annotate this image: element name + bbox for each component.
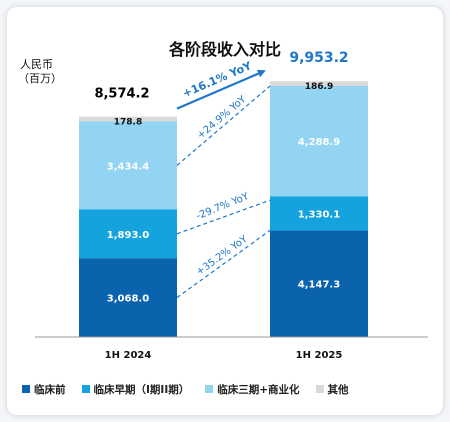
value-label-1-1: 3,068.0 (107, 294, 149, 305)
bar-segment-1-1 (79, 258, 177, 337)
value-label-2-4: 186.9 (305, 82, 333, 92)
legend-swatch-1 (22, 385, 30, 393)
growth-label-3: +24.9% YoY (195, 93, 249, 141)
value-label-2-3: 4,288.9 (298, 137, 340, 148)
category-label-2: 1H 2025 (296, 350, 343, 361)
value-labels-group: 3,068.0 1,893.0 3,434.4 178.8 1H 2024 8,574.2… (94, 50, 348, 361)
legend-swatch-4 (315, 385, 324, 393)
growth-label-2: -29.7% YoY (195, 191, 251, 222)
value-label-1-2: 1,893.0 (107, 230, 149, 241)
bars-group (79, 81, 368, 337)
legend-swatch-2 (81, 385, 90, 393)
legend-item-2: 临床早期（I期II期） (81, 382, 190, 397)
bar-segment-1-4 (79, 116, 177, 122)
legend-label-2: 临床早期（I期II期） (93, 383, 190, 396)
legend-swatch-3 (205, 385, 214, 393)
growth-connector-3 (176, 85, 271, 166)
legend: 临床前 临床早期（I期II期） 临床三期+商业化 其他 (22, 381, 432, 397)
growth-connectors-group: +35.2% YoY-29.7% YoY+24.9% YoY+16.1% YoY (176, 59, 271, 299)
total-label-1: 8,574.2 (94, 87, 149, 102)
growth-label-1: +35.2% YoY (194, 233, 250, 278)
value-label-2-2: 1,330.1 (298, 209, 340, 220)
bar-segment-1-2 (79, 209, 177, 259)
y-axis-label-line-2: （百万） (18, 72, 62, 85)
legend-label-1: 临床前 (34, 383, 66, 396)
y-axis-label: 人民币 （百万） (18, 58, 62, 85)
growth-connector-1 (176, 229, 271, 299)
value-label-1-3: 3,434.4 (107, 161, 149, 172)
value-label-1-4: 178.8 (114, 118, 142, 128)
chart-title: 各阶段收入对比 (168, 40, 281, 59)
bar-segment-2-3 (270, 86, 368, 197)
value-label-2-1: 4,147.3 (298, 280, 340, 291)
legend-item-1: 临床前 (22, 382, 66, 397)
growth-connector-2 (176, 199, 271, 235)
legend-item-4: 其他 (315, 382, 349, 397)
bar-segment-2-1 (270, 230, 368, 337)
bar-segment-2-4 (270, 81, 368, 87)
total-growth-arrow (176, 69, 266, 110)
bar-segment-1-3 (79, 121, 177, 210)
legend-label-4: 其他 (327, 383, 349, 396)
category-label-1: 1H 2024 (105, 350, 152, 361)
y-axis-label-line-1: 人民币 (20, 58, 53, 71)
legend-item-3: 临床三期+商业化 (205, 382, 300, 397)
bar-segment-2-2 (270, 196, 368, 231)
legend-label-3: 临床三期+商业化 (217, 383, 300, 396)
total-label-2: 9,953.2 (289, 50, 348, 66)
